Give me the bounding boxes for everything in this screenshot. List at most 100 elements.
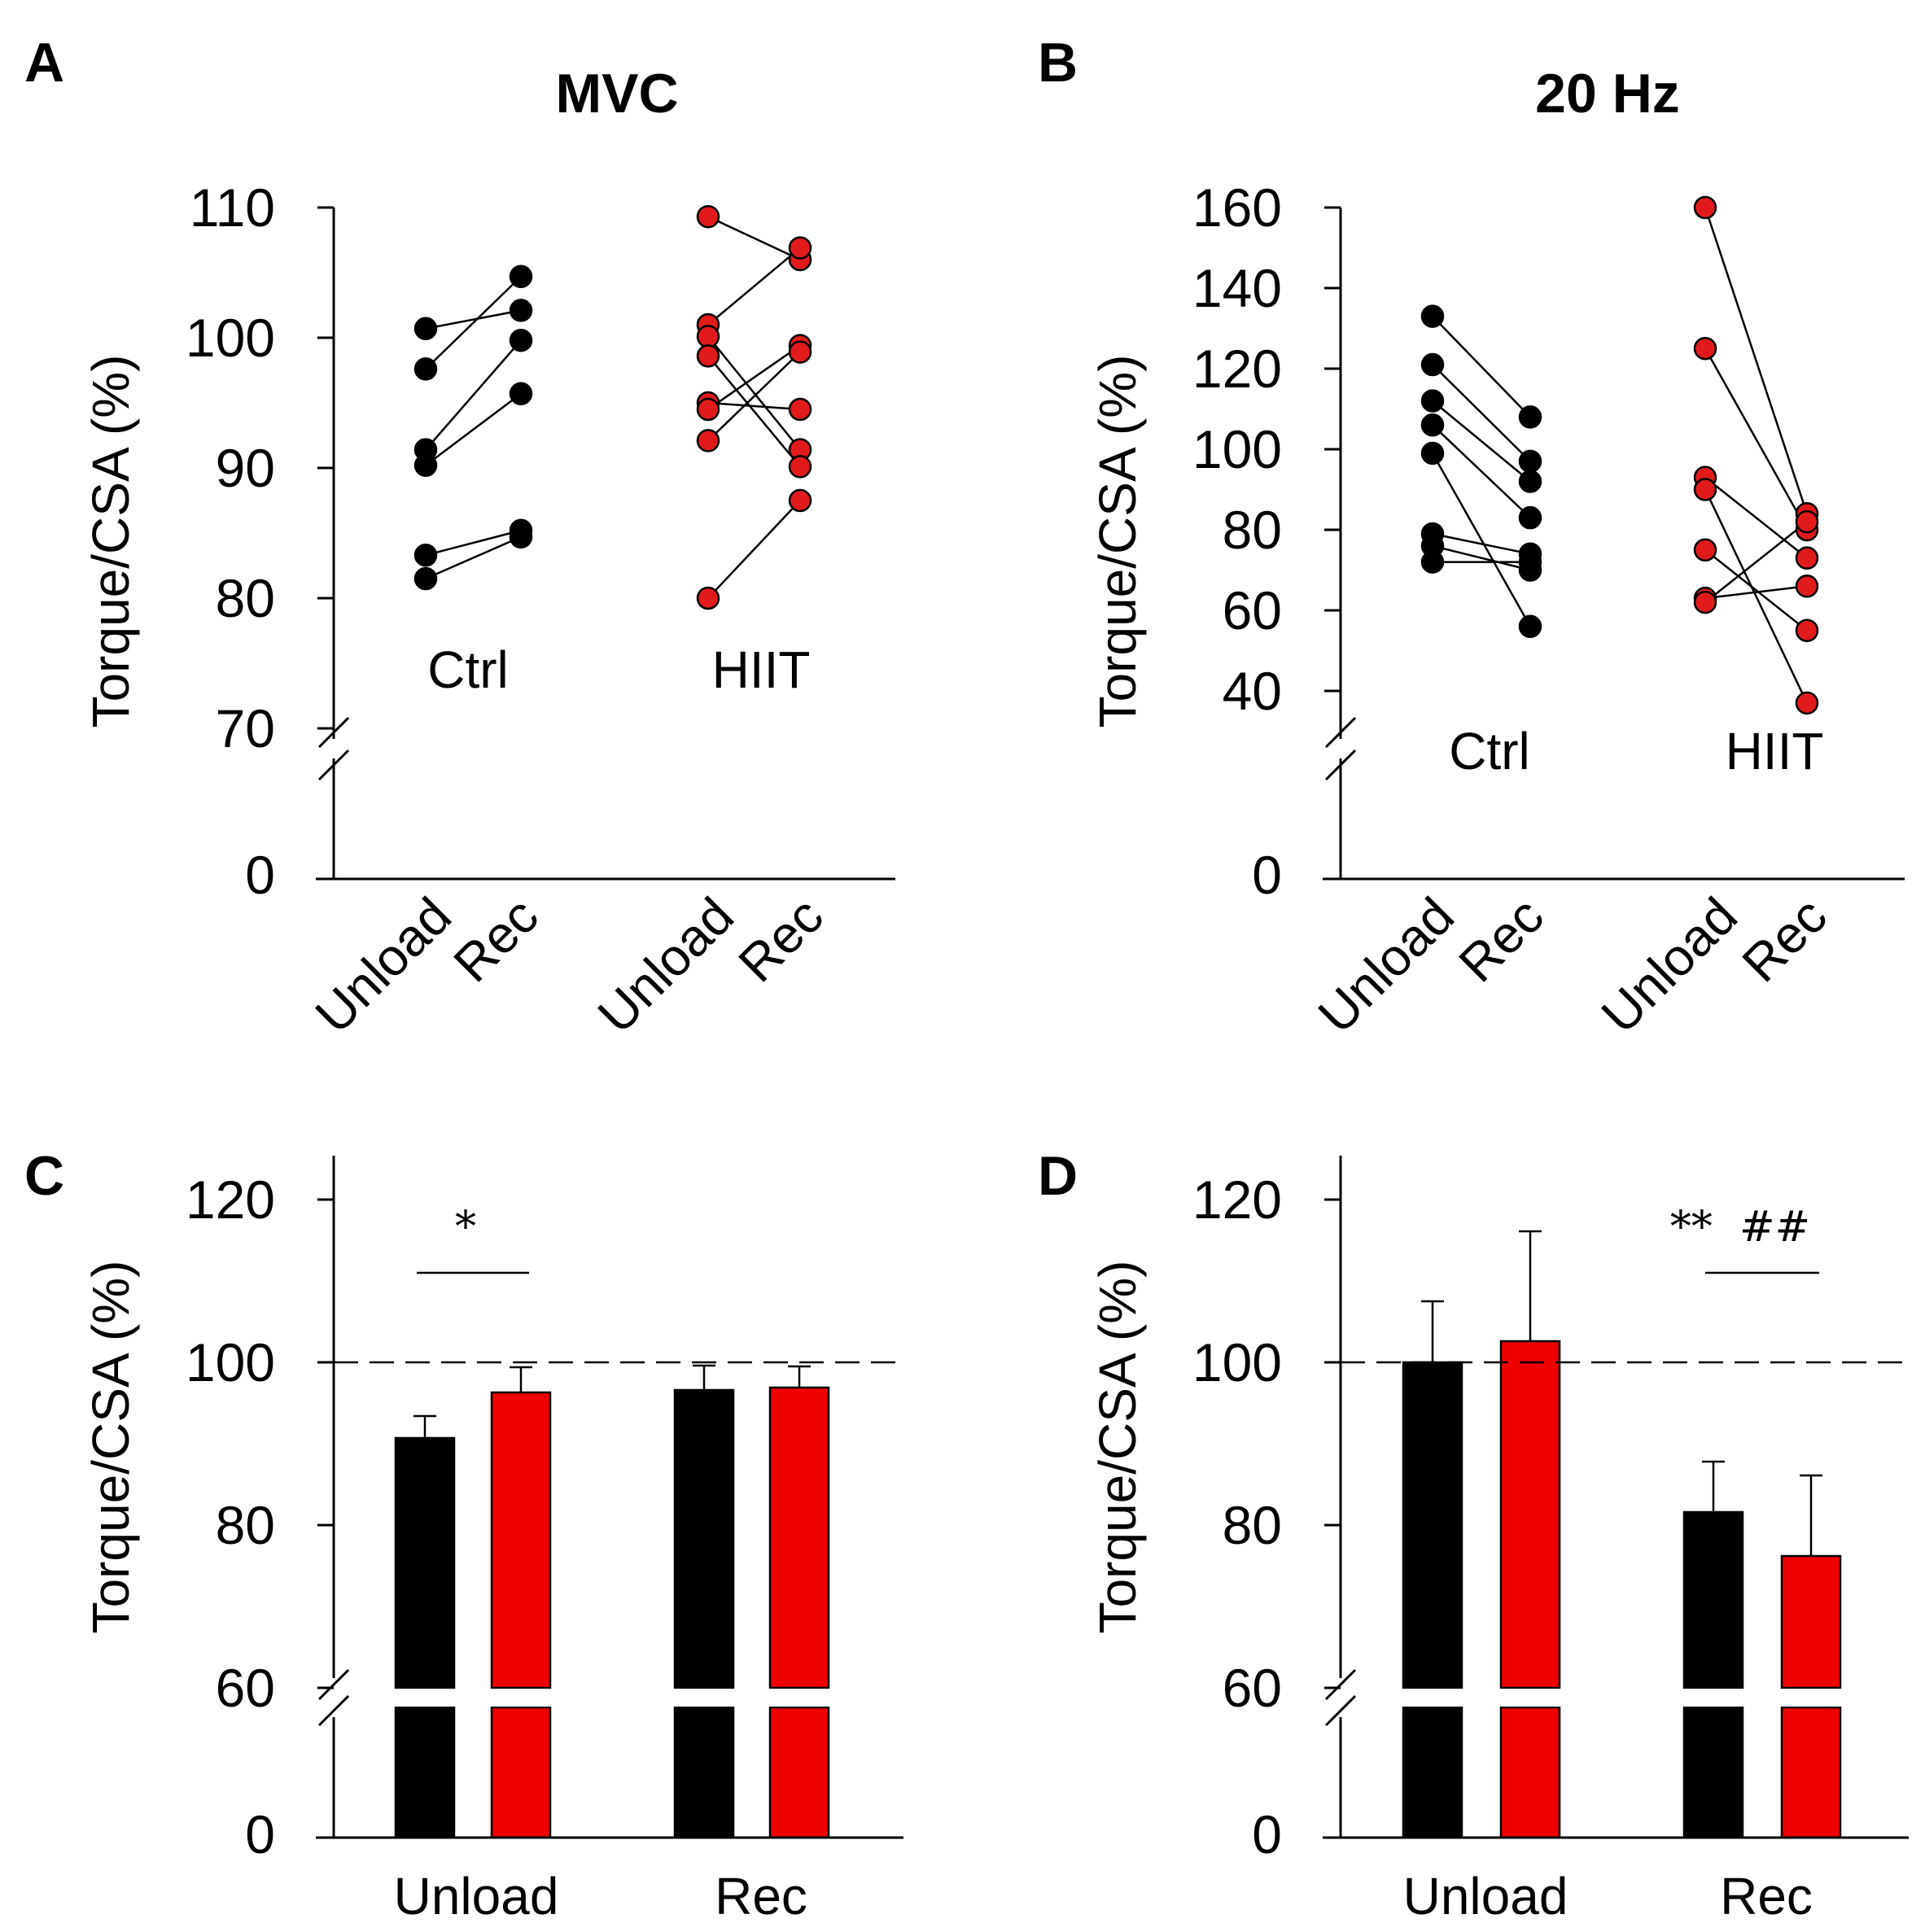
- panel-letter-a: A: [24, 32, 64, 94]
- panel-letter-c: C: [24, 1145, 64, 1207]
- panel-a-ctrl-pair-line-1: [425, 275, 522, 370]
- panel-b-ctrl-rec-point-4: [1518, 614, 1542, 639]
- panel-a: A MVC Torque/CSA (%) 110 100 90 80 70 0 …: [24, 32, 895, 1044]
- panel-b-hiit-unload-point-3: [1693, 478, 1717, 501]
- panel-a-ctrl-pair-line-2: [425, 339, 522, 451]
- panel-a-ylabel: Torque/CSA (%): [81, 355, 140, 728]
- panel-a-hiit-unload-point-2: [696, 325, 720, 348]
- panel-b-ytick-60: 60: [1223, 580, 1282, 640]
- panel-d-break-gap: [1344, 1689, 1909, 1707]
- panel-b-hiit-unload-point-1: [1693, 337, 1717, 361]
- panel-a-ytick-110: 110: [190, 177, 275, 238]
- panel-c-ctrl-unload-bar-upper: [394, 1436, 456, 1689]
- panel-c: C Torque/CSA (%) 120 100 80 60 0 Unload …: [24, 1145, 903, 1925]
- panel-b-ytick-0: 0: [1252, 845, 1282, 905]
- panel-c-marks: [334, 1271, 903, 1839]
- panel-b-group-hiit: HIIT: [1726, 722, 1824, 780]
- panel-a-hiit-pair-line-1: [707, 247, 801, 326]
- panel-b-ytick-40: 40: [1223, 661, 1282, 721]
- panel-b-ytick-160: 160: [1192, 177, 1282, 238]
- panel-b-hiit-pair-line-2: [1704, 476, 1808, 559]
- panel-d-ctrl-unload-bar-lower: [1402, 1706, 1463, 1839]
- panel-a-hiit-unload-point-6: [696, 429, 720, 452]
- panel-a-group-ctrl: Ctrl: [427, 640, 509, 699]
- panel-c-xlabel-rec: Rec: [715, 1867, 807, 1925]
- panel-a-hiit-pair-line-6: [707, 351, 801, 442]
- panel-a-title: MVC: [555, 63, 678, 125]
- panel-b-ctrl-pair-line-5: [1432, 532, 1531, 555]
- panel-b-ytick-100: 100: [1192, 419, 1282, 479]
- panel-b-hiit-rec-point-6: [1795, 509, 1819, 534]
- panel-a-hiit-pair-line-5: [707, 344, 801, 411]
- panel-b-ytick-120: 120: [1192, 339, 1282, 399]
- panel-b-ctrl-rec-point-3: [1518, 505, 1542, 530]
- panel-a-ctrl-pair-line-4: [425, 529, 522, 557]
- panel-c-significance-label: *: [455, 1203, 476, 1252]
- panel-a-ctrl-rec-point-5: [509, 525, 533, 549]
- panel-b-hiit-unload-point-0: [1693, 195, 1717, 220]
- panel-a-hiit-pair-line-4: [707, 401, 801, 411]
- panel-a-ytick-100: 100: [186, 308, 275, 368]
- panel-b-hiit-pair-line-0: [1704, 207, 1809, 514]
- panel-a-ctrl-pair-line-3: [425, 392, 522, 466]
- panel-b-ctrl-unload-point-4: [1420, 441, 1445, 466]
- panel-d-tick-labels: 120 100 80 60 0: [1192, 1169, 1282, 1864]
- panel-b-ctrl-pair-line-3: [1432, 424, 1531, 519]
- panel-b-title: 20 Hz: [1535, 63, 1680, 125]
- panel-a-hiit-rec-point-3: [788, 455, 812, 479]
- panel-b-hiit-pair-line-3: [1704, 488, 1809, 704]
- panel-a-axis-break-mark-1: [317, 716, 350, 749]
- panel-b-hiit-pair-line-1: [1704, 347, 1809, 531]
- panel-b-ctrl-unload-point-1: [1420, 352, 1445, 377]
- panel-a-ytick-80: 80: [216, 568, 275, 628]
- panel-b-hiit-pair-line-6: [1704, 521, 1808, 604]
- panel-a-ctrl-rec-point-3: [509, 382, 533, 406]
- panel-a-ctrl-unload-point-0: [413, 317, 438, 341]
- panel-letter-d: D: [1038, 1145, 1078, 1207]
- panel-d: D Torque/CSA (%) 120 100 80 60 0 Unload …: [1038, 1145, 1909, 1925]
- panel-d-hiit-unload-bar-lower: [1499, 1706, 1561, 1839]
- panel-d-significance-label: ** ##: [1670, 1203, 1810, 1252]
- panel-b-ytick-140: 140: [1192, 258, 1282, 318]
- panel-b-axis-break-mark-1: [1324, 716, 1357, 749]
- panel-c-axis-break-mark-2: [317, 1694, 350, 1727]
- panel-a-hiit-rec-point-7: [788, 488, 812, 513]
- panel-d-ytick-100: 100: [1192, 1332, 1282, 1392]
- panel-b-group-ctrl: Ctrl: [1449, 722, 1530, 780]
- panel-d-ctrl-rec-bar-lower: [1682, 1706, 1744, 1839]
- panel-c-xlabel-unload: Unload: [394, 1867, 559, 1925]
- panel-a-ytick-0: 0: [245, 845, 275, 905]
- panel-b-tick-labels: 160 140 120 100 80 60 40 0: [1192, 177, 1282, 905]
- panel-d-ctrl-rec-bar-upper: [1682, 1510, 1744, 1689]
- panel-c-ytick-120: 120: [186, 1169, 275, 1230]
- panel-a-marks: [413, 204, 812, 610]
- panel-a-group-hiit: HIIT: [712, 640, 811, 699]
- panel-a-ctrl-rec-point-2: [509, 328, 533, 352]
- panel-d-hiit-rec-bar-lower: [1780, 1706, 1842, 1839]
- panel-c-ytick-80: 80: [216, 1495, 275, 1555]
- panel-d-ytick-60: 60: [1223, 1658, 1282, 1718]
- panel-b-hiit-rec-point-5: [1795, 575, 1819, 598]
- panel-a-hiit-rec-point-6: [788, 340, 812, 364]
- panel-a-ctrl-unload-point-1: [413, 357, 438, 381]
- panel-b-ctrl-unload-point-2: [1420, 389, 1445, 413]
- panel-a-hiit-unload-point-5: [696, 397, 720, 422]
- panel-d-ytick-80: 80: [1223, 1495, 1282, 1555]
- panel-d-ctrl-unload-bar-upper: [1402, 1361, 1463, 1689]
- panel-d-axis-break-mark-1: [1324, 1668, 1357, 1701]
- panel-b-ylabel: Torque/CSA (%): [1088, 355, 1147, 728]
- panel-b-ctrl-rec-point-7: [1518, 550, 1542, 574]
- panel-a-hiit-pair-line-3: [707, 355, 801, 468]
- panel-c-axes: [316, 1156, 903, 1839]
- panel-b-hiit-pair-line-5: [1704, 585, 1808, 600]
- panel-a-ctrl-unload-point-5: [413, 566, 438, 591]
- panel-b-ytick-80: 80: [1223, 500, 1282, 560]
- panel-b-ctrl-pair-line-6: [1432, 544, 1531, 571]
- panel-a-ctrl-pair-line-5: [425, 535, 522, 580]
- panel-d-axes: [1323, 1156, 1909, 1839]
- panel-a-hiit-rec-point-4: [788, 397, 812, 422]
- panel-c-hiit-rec-bar-upper: [768, 1386, 830, 1689]
- panel-c-axis-break-mark-1: [317, 1668, 350, 1701]
- panel-a-ctrl-unload-point-4: [413, 543, 438, 567]
